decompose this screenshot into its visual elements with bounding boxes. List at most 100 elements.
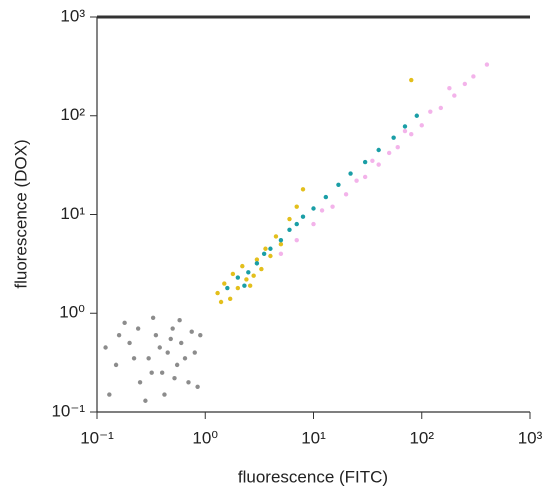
point [251, 273, 256, 278]
y-axis-label: fluorescence (DOX) [11, 139, 30, 288]
point [254, 257, 260, 262]
point [409, 132, 414, 137]
point [348, 171, 353, 176]
point [428, 109, 433, 114]
point [107, 392, 112, 397]
point [165, 350, 170, 355]
point [395, 145, 400, 150]
point [419, 123, 424, 128]
x-tick-label: 10¹ [301, 428, 326, 447]
point [177, 318, 182, 323]
point [143, 398, 148, 403]
point [370, 158, 375, 163]
point [362, 159, 368, 165]
point [179, 340, 184, 346]
point [294, 237, 299, 243]
point [247, 283, 253, 288]
point [218, 299, 224, 305]
point [343, 192, 349, 197]
point [362, 174, 368, 180]
point [294, 221, 299, 227]
point [186, 380, 191, 385]
point [330, 204, 335, 209]
point [278, 242, 284, 247]
point [323, 194, 329, 200]
point [278, 237, 284, 243]
point [471, 74, 476, 79]
point [215, 290, 220, 296]
point [336, 182, 341, 187]
point [354, 178, 359, 183]
x-tick-label: 10³ [518, 428, 543, 447]
point [113, 362, 119, 368]
point [222, 281, 227, 286]
point [402, 128, 408, 134]
point [386, 150, 392, 156]
point [242, 283, 247, 288]
point [376, 162, 381, 167]
point [116, 332, 122, 338]
point [244, 277, 249, 282]
point [246, 270, 251, 275]
point [182, 356, 188, 361]
point [484, 62, 490, 67]
point [230, 271, 236, 277]
point [311, 206, 316, 211]
point [268, 253, 273, 259]
y-tick-label: 10⁰ [59, 303, 85, 322]
point [103, 345, 108, 350]
point [162, 392, 167, 397]
point [263, 246, 268, 251]
point [170, 326, 175, 331]
point [122, 320, 127, 326]
point [168, 336, 173, 342]
point [195, 384, 200, 389]
y-tick-label: 10³ [60, 6, 85, 25]
point [235, 285, 241, 291]
y-tick-label: 10⁻¹ [51, 401, 85, 420]
point [157, 345, 162, 350]
point [287, 227, 292, 232]
point [259, 266, 264, 272]
point [376, 147, 381, 153]
y-tick-label: 10² [60, 105, 85, 124]
y-tick-label: 10¹ [60, 204, 85, 223]
point [254, 261, 260, 266]
point [149, 370, 154, 375]
point [273, 234, 279, 239]
point [294, 204, 299, 209]
point [235, 275, 241, 280]
point [287, 216, 292, 222]
point [278, 251, 284, 256]
point [127, 340, 132, 346]
point [189, 329, 194, 334]
point [153, 332, 159, 338]
point [135, 326, 141, 331]
point [146, 356, 151, 361]
point [192, 350, 197, 355]
point [159, 370, 165, 375]
point [402, 124, 408, 129]
point [268, 246, 273, 251]
point [319, 208, 325, 213]
point [172, 375, 177, 381]
point [174, 362, 180, 368]
point [261, 251, 267, 256]
point [452, 93, 457, 98]
point [131, 356, 137, 361]
point [300, 214, 306, 219]
point [447, 86, 452, 91]
x-axis-label: fluorescence (FITC) [238, 467, 388, 486]
point [198, 332, 203, 338]
point [391, 135, 396, 140]
point [409, 77, 414, 83]
point [438, 105, 444, 111]
point [300, 187, 306, 192]
point [225, 285, 230, 291]
x-tick-label: 10² [409, 428, 434, 447]
point [414, 113, 419, 118]
point [150, 315, 156, 320]
point [462, 81, 468, 87]
point [137, 380, 143, 385]
